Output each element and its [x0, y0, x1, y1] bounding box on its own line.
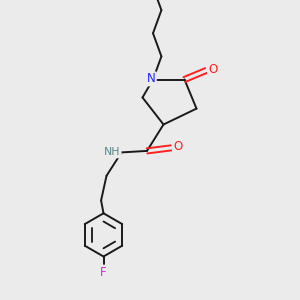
Text: F: F [100, 266, 107, 279]
Text: O: O [208, 62, 217, 76]
Text: NH: NH [104, 147, 121, 158]
Text: O: O [173, 140, 182, 153]
Text: N: N [147, 72, 156, 86]
